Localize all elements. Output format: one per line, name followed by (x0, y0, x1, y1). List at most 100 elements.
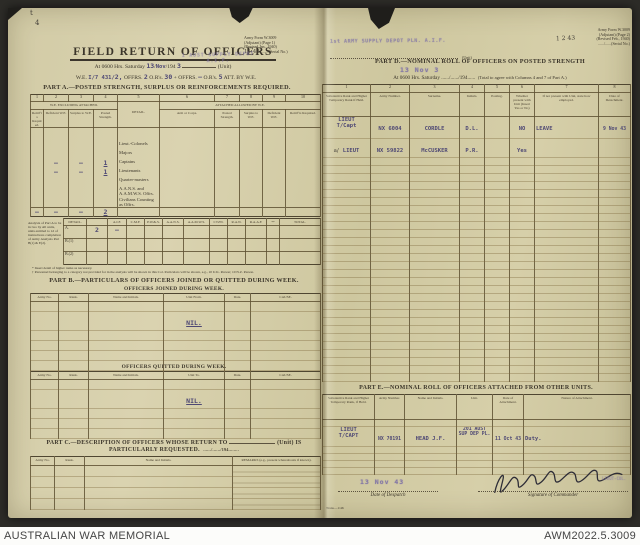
group-header-left: W.E. EXCLUDING ATTACHED. (30, 101, 118, 110)
text: 30 (164, 73, 173, 81)
cell (214, 176, 240, 186)
row: B.(1) (63, 238, 321, 252)
cell (534, 341, 599, 350)
cell: Whether present with Unit (Insert Yes or… (509, 92, 535, 117)
row (322, 269, 631, 278)
cell: 4 (93, 94, 118, 102)
cell (534, 333, 599, 342)
cell (509, 197, 535, 206)
cell: 2 (86, 225, 108, 239)
text: NX 6004 (378, 126, 402, 132)
part-e-table: Substantive Rank and Higher Temporary Ra… (322, 394, 631, 475)
cell (484, 365, 510, 374)
cell (93, 176, 118, 186)
typed-month: Nov (155, 64, 166, 70)
row: Army No. Rank. Name and Initials. Unit To.… (30, 371, 321, 380)
cell: Rein'f'ts Required. (285, 109, 321, 128)
cell (239, 140, 263, 150)
cell (224, 340, 251, 351)
cell (30, 167, 44, 177)
cell (484, 157, 510, 166)
cell (163, 350, 225, 361)
row (322, 197, 631, 206)
cell (30, 185, 44, 197)
text: Army Form W.3009 (597, 27, 630, 32)
cell (84, 498, 233, 510)
commander-signature (494, 469, 623, 494)
signature-line (478, 490, 628, 492)
cell (84, 487, 233, 499)
row: W.E. EXCLUDING ATTACHED. DETAIL. ATTACHE… (30, 101, 321, 128)
cell (370, 333, 410, 342)
cell (409, 357, 460, 366)
cell (534, 229, 599, 238)
cell (534, 221, 599, 230)
cell: 2 (93, 207, 118, 217)
cell (107, 251, 127, 265)
pencil-mark: 4 (35, 19, 40, 27)
cell (598, 317, 631, 326)
typed-day: 13 (146, 62, 155, 70)
cell (509, 165, 535, 174)
cell (370, 373, 410, 382)
cell: Deficient W.E. (43, 109, 69, 128)
cell (484, 181, 510, 190)
cell (30, 330, 59, 341)
row (322, 285, 631, 294)
cell (163, 340, 225, 351)
text: HEAD J.F. (415, 436, 446, 442)
cell (484, 293, 510, 302)
text: CORDLE (424, 126, 445, 132)
cell (509, 261, 535, 270)
part-c-table: Army No. Rank. Name and Initials. REMARKS … (30, 456, 321, 510)
cell (456, 419, 493, 427)
cell (523, 467, 631, 475)
cell (370, 221, 410, 230)
cell (159, 207, 215, 217)
cell (224, 311, 251, 331)
row (30, 428, 321, 439)
cell (484, 341, 510, 350)
corner-fold (8, 8, 22, 20)
commander-rank-stamp: LIEUT-COL. (602, 476, 627, 481)
archive-title: AUSTRALIAN WAR MEMORIAL (4, 530, 171, 542)
cell (370, 301, 410, 310)
cell (159, 149, 215, 159)
cell (509, 181, 535, 190)
row (30, 360, 321, 371)
cell: Army No. (30, 371, 59, 380)
cell (534, 189, 599, 198)
pencil-mark: t (30, 9, 33, 17)
cell: NIL. (163, 311, 225, 331)
cell: DETAIL. (63, 218, 87, 226)
cell: P.W.&.S. (144, 218, 163, 226)
cell (239, 207, 263, 217)
cell (159, 196, 215, 208)
part-e-row-1: LIEUT T/CAPT NX 70191 HEAD J.F. 201 AUST S… (322, 426, 631, 447)
cell (88, 408, 164, 419)
cell (370, 229, 410, 238)
row (30, 465, 321, 477)
cell (30, 311, 59, 331)
cell: CAUSE. (250, 293, 321, 302)
cell (239, 185, 263, 197)
cell (183, 225, 210, 239)
cell (374, 419, 405, 427)
cell: 5 (484, 84, 510, 93)
cell (262, 149, 286, 159)
cell (598, 157, 631, 166)
cell (285, 127, 321, 141)
row (322, 357, 631, 366)
cell (285, 167, 321, 177)
row (322, 349, 631, 358)
cell (183, 251, 210, 265)
cell (409, 269, 460, 278)
row (322, 205, 631, 214)
quitted-nil-row: NIL. (30, 389, 321, 409)
cell (30, 498, 55, 510)
unit-blank (182, 62, 217, 68)
cell: Army Number. (374, 394, 405, 420)
cell (58, 408, 89, 419)
cell (374, 467, 405, 475)
